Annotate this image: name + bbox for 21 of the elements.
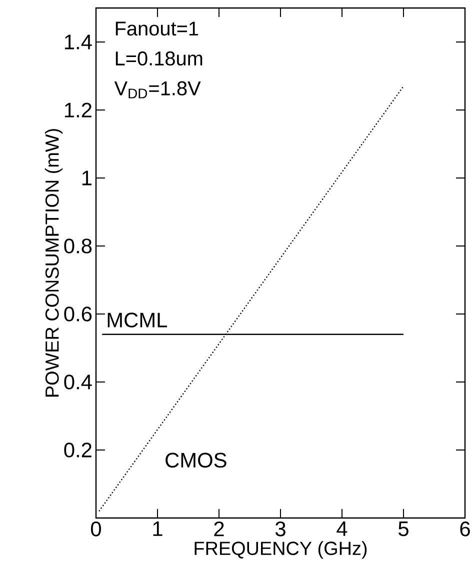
y-axis-title: POWER CONSUMPTION (mW) [44, 129, 63, 397]
y-tick-label: 0.2 [64, 442, 92, 458]
legend-label: MCML [108, 312, 168, 328]
annotation: L=0.18um [116, 51, 202, 66]
annotation: Fanout=1 [116, 22, 198, 36]
y-tick-label: 0.6 [64, 306, 92, 322]
x-axis-title: FREQUENCY (GHz) [194, 541, 367, 559]
x-tick-label: 4 [336, 522, 348, 536]
x-tick-label: 5 [398, 522, 408, 536]
y-tick-label: 0.8 [64, 238, 92, 254]
y-tick-label: 0.4 [64, 374, 92, 390]
series-label: CMOS [166, 452, 226, 468]
x-tick-label: 1 [153, 522, 162, 536]
x-tick-label: 0 [90, 522, 101, 536]
y-tick-label: 1.2 [64, 102, 92, 118]
x-tick-label: 3 [275, 522, 286, 536]
x-tick-label: 2 [214, 522, 224, 536]
y-tick-label: 1.4 [64, 34, 92, 50]
annotation: V$_{DD}$=1.8V [114, 81, 201, 98]
x-tick-label: 6 [460, 522, 470, 536]
y-tick-label: 1 [82, 170, 92, 186]
